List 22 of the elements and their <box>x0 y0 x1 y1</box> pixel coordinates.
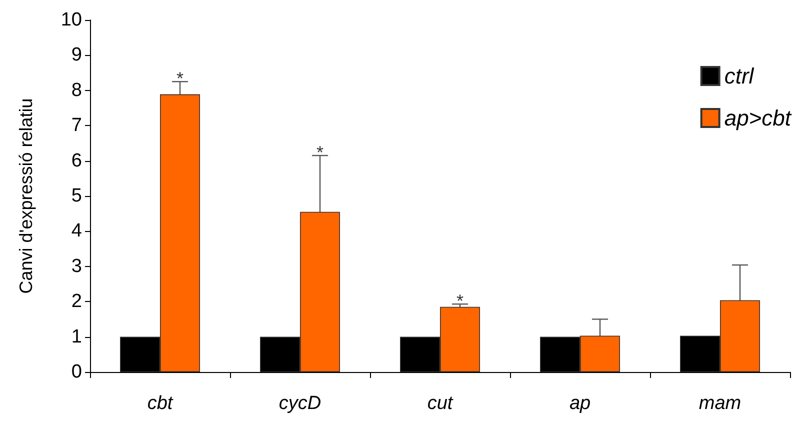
y-tick-label: 1 <box>71 326 82 348</box>
y-tick-label: 0 <box>71 362 82 382</box>
annotation: * <box>176 68 184 89</box>
y-tick-label: 7 <box>71 115 82 136</box>
x-tick-label: mam <box>698 393 742 414</box>
x-tick-label: cycD <box>278 393 322 414</box>
legend-label: ap>cbt <box>724 106 792 130</box>
x-tick-label: cut <box>427 393 454 414</box>
legend-label: ctrl <box>724 64 755 88</box>
x-tick-label: ap <box>569 393 591 414</box>
y-tick-label: 6 <box>71 150 82 172</box>
y-tick-label: 10 <box>60 10 82 30</box>
y-tick-label: 4 <box>71 220 82 242</box>
y-tick-label: 3 <box>71 256 82 277</box>
y-tick-label: 2 <box>71 291 82 312</box>
y-axis-title: Canvi d'expressió relatiu <box>16 98 36 294</box>
y-tick-label: 9 <box>71 44 82 66</box>
y-tick-label: 8 <box>71 80 82 101</box>
y-tick-label: 5 <box>71 186 82 206</box>
annotation: * <box>316 142 324 163</box>
annotation: * <box>456 291 464 312</box>
x-tick-label: cbt <box>147 393 174 414</box>
